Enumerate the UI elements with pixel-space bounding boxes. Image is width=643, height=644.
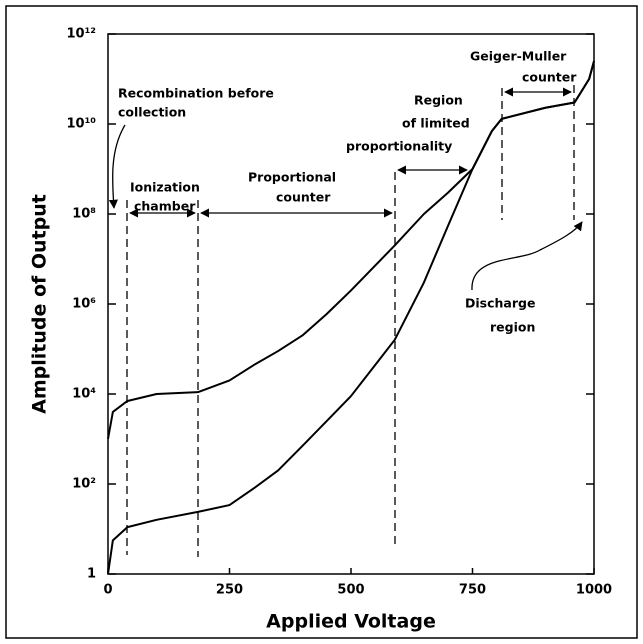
annotation: Ionization <box>130 180 200 195</box>
annotation: chamber <box>134 199 196 214</box>
annotation: Geiger-Muller <box>470 49 567 64</box>
y-tick-label: 10⁶ <box>72 297 96 312</box>
x-tick-label: 1000 <box>576 583 612 598</box>
region-dividers <box>126 85 575 557</box>
y-tick-label: 10² <box>72 477 96 492</box>
annotation: Recombination before <box>118 86 274 101</box>
y-axis-label: Amplitude of Output <box>29 194 51 414</box>
y-tick-label: 10¹² <box>67 27 96 42</box>
frame <box>5 5 638 639</box>
x-tick-label: 250 <box>216 583 243 598</box>
annotation: counter <box>522 70 577 85</box>
region-arrows <box>108 87 583 291</box>
annotation: collection <box>118 105 186 120</box>
x-tick-label: 750 <box>459 583 486 598</box>
x-axis-label: Applied Voltage <box>266 611 436 633</box>
y-tick-label: 10⁸ <box>72 207 96 222</box>
y-tick-label: 10⁴ <box>72 387 96 402</box>
x-tick-label: 500 <box>337 583 364 598</box>
annotation: Discharge <box>465 296 535 311</box>
annotations: Recombination before collection Ionizati… <box>118 49 577 335</box>
annotation: Region <box>414 93 463 108</box>
annotation: Proportional <box>248 170 336 185</box>
annotation: of limited <box>402 116 470 131</box>
annotation: proportionality <box>346 139 452 154</box>
y-tick-label: 10¹⁰ <box>67 117 97 132</box>
line <box>107 60 595 575</box>
x-tick-label: 0 <box>103 583 112 598</box>
annotation: counter <box>276 190 331 205</box>
y-tick-label: 1 <box>87 567 96 582</box>
annotation: region <box>490 320 535 335</box>
